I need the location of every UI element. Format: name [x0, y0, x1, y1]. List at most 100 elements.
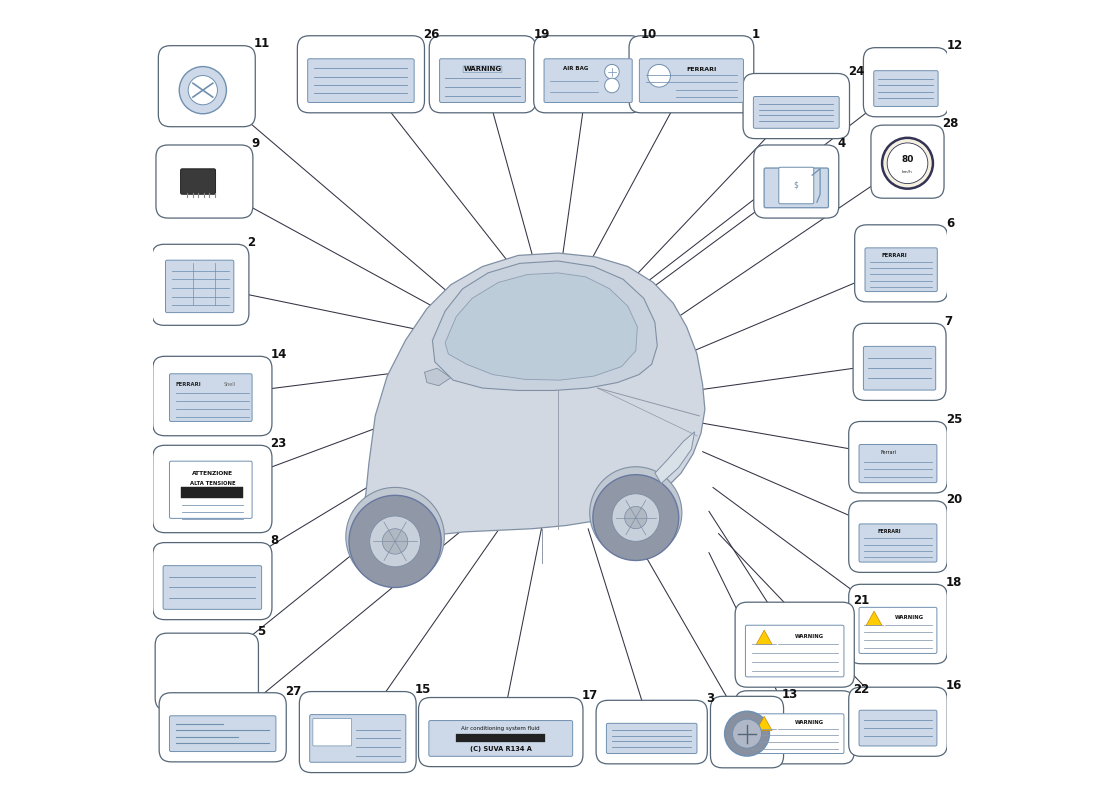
Text: Air conditioning system fluid: Air conditioning system fluid [461, 726, 540, 730]
FancyBboxPatch shape [854, 323, 946, 400]
Circle shape [345, 487, 444, 586]
FancyBboxPatch shape [735, 690, 855, 764]
Circle shape [725, 711, 769, 756]
FancyBboxPatch shape [859, 710, 937, 746]
Text: 5: 5 [257, 625, 265, 638]
FancyBboxPatch shape [871, 125, 944, 198]
Text: WARNING: WARNING [794, 634, 824, 639]
FancyBboxPatch shape [629, 36, 754, 113]
Text: (C) SUVA R134 A: (C) SUVA R134 A [470, 746, 531, 752]
Circle shape [179, 66, 227, 114]
FancyBboxPatch shape [711, 696, 783, 768]
FancyBboxPatch shape [456, 734, 546, 742]
Text: 12: 12 [947, 39, 964, 53]
Text: 14: 14 [271, 348, 287, 361]
Text: 23: 23 [271, 437, 287, 450]
Polygon shape [446, 273, 637, 380]
Text: Shell: Shell [223, 382, 235, 387]
Text: 27: 27 [285, 685, 301, 698]
FancyBboxPatch shape [152, 244, 249, 326]
FancyBboxPatch shape [418, 698, 583, 766]
FancyBboxPatch shape [169, 716, 276, 751]
Text: 13: 13 [782, 688, 799, 701]
Text: 25: 25 [946, 414, 962, 426]
Text: 6: 6 [946, 217, 955, 230]
Text: 24: 24 [848, 66, 865, 78]
Text: 15: 15 [415, 683, 431, 696]
Text: FERRARI: FERRARI [881, 253, 907, 258]
Text: WARNING: WARNING [894, 615, 924, 620]
Text: WARNING: WARNING [794, 720, 824, 726]
FancyBboxPatch shape [544, 58, 632, 102]
FancyBboxPatch shape [153, 542, 272, 620]
Polygon shape [756, 630, 772, 645]
Text: km/h: km/h [902, 170, 913, 174]
FancyBboxPatch shape [754, 97, 839, 128]
Text: 4: 4 [837, 137, 846, 150]
Text: FERRARI: FERRARI [877, 530, 901, 534]
Text: 21: 21 [852, 594, 869, 607]
FancyBboxPatch shape [859, 524, 937, 562]
FancyBboxPatch shape [746, 626, 844, 677]
FancyBboxPatch shape [746, 714, 844, 754]
FancyBboxPatch shape [158, 46, 255, 126]
Polygon shape [350, 253, 705, 545]
FancyBboxPatch shape [855, 225, 947, 302]
Text: 26: 26 [422, 27, 439, 41]
FancyBboxPatch shape [310, 714, 406, 762]
FancyBboxPatch shape [155, 633, 258, 710]
Circle shape [370, 516, 420, 567]
FancyBboxPatch shape [859, 607, 937, 654]
Text: 28: 28 [943, 117, 959, 130]
FancyBboxPatch shape [859, 445, 937, 482]
Circle shape [888, 143, 927, 183]
Text: 9: 9 [251, 137, 260, 150]
Text: ATTENZIONE: ATTENZIONE [191, 470, 233, 475]
Circle shape [590, 466, 682, 559]
Circle shape [625, 506, 647, 529]
Text: 19: 19 [535, 27, 550, 41]
Text: 17: 17 [582, 690, 597, 702]
Text: FERRARI: FERRARI [686, 66, 717, 72]
Circle shape [188, 75, 218, 105]
FancyBboxPatch shape [156, 145, 253, 218]
FancyBboxPatch shape [849, 584, 947, 664]
FancyBboxPatch shape [153, 356, 272, 436]
FancyBboxPatch shape [312, 718, 352, 746]
FancyBboxPatch shape [429, 721, 573, 756]
Text: 16: 16 [946, 679, 962, 692]
Text: 3: 3 [706, 692, 714, 705]
FancyBboxPatch shape [440, 58, 526, 102]
FancyBboxPatch shape [606, 723, 697, 754]
Text: WARNING: WARNING [463, 66, 502, 72]
Text: 10: 10 [641, 27, 657, 41]
FancyBboxPatch shape [169, 461, 252, 518]
Circle shape [648, 65, 671, 87]
FancyBboxPatch shape [849, 501, 947, 572]
FancyBboxPatch shape [596, 700, 707, 764]
FancyBboxPatch shape [165, 260, 234, 313]
FancyBboxPatch shape [160, 693, 286, 762]
Text: 8: 8 [271, 534, 278, 547]
Circle shape [612, 494, 660, 542]
Text: 7: 7 [945, 315, 953, 328]
FancyBboxPatch shape [308, 58, 415, 102]
FancyBboxPatch shape [180, 169, 216, 194]
Circle shape [593, 474, 679, 561]
FancyBboxPatch shape [534, 36, 642, 113]
FancyBboxPatch shape [779, 167, 814, 204]
FancyBboxPatch shape [744, 74, 849, 138]
Polygon shape [425, 368, 451, 386]
FancyBboxPatch shape [864, 346, 936, 390]
Polygon shape [654, 432, 694, 483]
Circle shape [349, 495, 441, 587]
Text: 1: 1 [752, 27, 760, 41]
Circle shape [605, 65, 619, 79]
FancyBboxPatch shape [873, 70, 938, 106]
FancyBboxPatch shape [169, 374, 252, 422]
Text: $: $ [794, 180, 799, 190]
FancyBboxPatch shape [764, 168, 828, 208]
Polygon shape [756, 716, 772, 730]
FancyBboxPatch shape [297, 36, 425, 113]
FancyBboxPatch shape [849, 422, 947, 493]
